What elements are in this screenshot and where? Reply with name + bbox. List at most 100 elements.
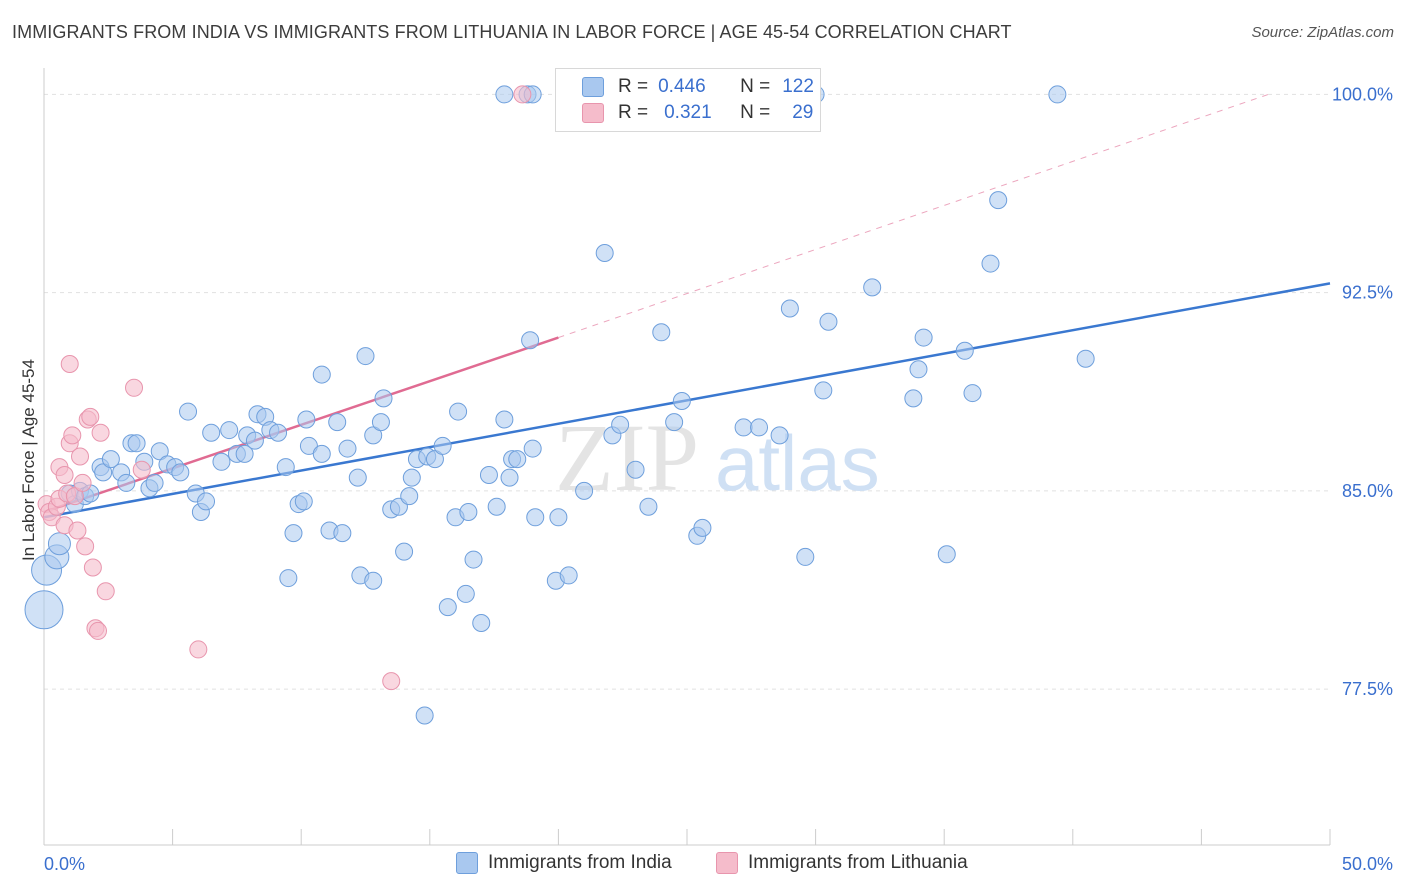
data-point-india	[1076, 349, 1095, 368]
data-point-lithuania	[73, 473, 92, 492]
legend-row-india: R = 0.446 N = 122	[582, 75, 814, 99]
data-point-lithuania	[96, 582, 115, 601]
data-point-india	[814, 381, 833, 400]
legend-r-value-india: 0.446	[658, 76, 706, 97]
data-point-lithuania	[189, 640, 208, 659]
bottom-legend-swatch-india	[456, 852, 478, 874]
data-point-lithuania	[65, 487, 84, 506]
legend-r-label: R =	[618, 102, 649, 123]
data-point-india	[863, 278, 882, 297]
data-point-india	[202, 423, 221, 442]
y-tick-label: 100.0%	[1332, 84, 1393, 104]
data-point-india	[909, 360, 928, 379]
data-point-india	[495, 85, 514, 104]
data-point-india	[750, 418, 769, 437]
bottom-legend-swatch-lithuania	[716, 852, 738, 874]
data-point-india	[780, 299, 799, 318]
data-point-india	[117, 473, 136, 492]
data-point-india	[479, 466, 498, 484]
trend-line-lithuania-extension	[558, 93, 1269, 339]
data-point-india	[127, 434, 146, 453]
data-point-india	[549, 508, 568, 527]
data-point-india	[672, 392, 691, 410]
data-point-india	[819, 312, 838, 331]
data-point-india	[364, 571, 383, 590]
data-point-india	[348, 468, 367, 487]
data-point-lithuania	[68, 521, 87, 540]
data-point-india	[770, 426, 789, 445]
data-point-india	[734, 418, 753, 437]
data-point-india	[464, 550, 483, 569]
data-point-india	[371, 413, 390, 432]
data-point-india	[914, 328, 933, 347]
data-point-india	[500, 468, 519, 487]
legend-n-label: N =	[740, 102, 771, 123]
data-point-india	[526, 508, 545, 527]
data-point-india	[989, 191, 1008, 210]
data-point-india	[297, 410, 316, 429]
legend-r-value-lithuania: 0.321	[664, 102, 712, 123]
data-point-india	[235, 444, 254, 463]
data-point-india	[197, 492, 216, 511]
data-point-lithuania	[76, 537, 95, 556]
data-point-india	[425, 450, 444, 469]
data-point-india	[611, 415, 630, 434]
data-point-india	[276, 458, 295, 477]
data-point-india	[981, 254, 1000, 273]
data-point-india	[279, 569, 298, 588]
data-point-lithuania	[125, 378, 144, 397]
data-point-india	[456, 584, 475, 603]
data-point-india	[595, 244, 614, 262]
data-point-india	[400, 487, 419, 506]
legend-n-label: N =	[740, 76, 771, 97]
data-point-india	[955, 341, 974, 360]
data-point-lithuania	[60, 355, 79, 373]
y-axis-title: In Labor Force | Age 45-54	[19, 359, 38, 561]
data-point-lithuania	[91, 423, 110, 442]
data-point-india	[94, 463, 113, 482]
data-point-india	[338, 439, 357, 458]
data-point-india	[395, 542, 414, 561]
data-point-india	[47, 532, 71, 556]
bottom-legend-label-lithuania: Immigrants from Lithuania	[748, 852, 968, 873]
data-point-india	[963, 384, 982, 403]
watermark: ZIP atlas	[555, 404, 880, 511]
data-point-india	[1048, 85, 1067, 104]
data-point-india	[449, 402, 468, 421]
data-point-india	[284, 524, 303, 543]
data-point-india	[433, 436, 452, 455]
legend-swatch-lithuania	[582, 103, 604, 123]
legend-n-value-india: 122	[782, 76, 814, 97]
data-point-india	[294, 492, 313, 511]
x-tick-label: 50.0%	[1342, 854, 1393, 874]
data-point-india	[459, 503, 478, 521]
legend: R = 0.446 N = 122 R = 0.321 N = 29	[555, 68, 821, 132]
data-point-india	[364, 426, 383, 445]
data-point-india	[312, 365, 331, 384]
data-point-india	[652, 323, 671, 342]
data-point-india	[508, 450, 527, 469]
axes	[43, 68, 1331, 846]
data-point-india	[374, 389, 393, 408]
bottom-legend-lithuania: Immigrants from Lithuania	[716, 852, 968, 874]
y-tick-label: 77.5%	[1342, 679, 1393, 699]
legend-r-label: R =	[618, 76, 649, 97]
data-point-lithuania	[132, 460, 151, 479]
data-point-lithuania	[83, 558, 102, 577]
data-point-india	[220, 421, 239, 440]
data-point-lithuania	[513, 85, 532, 104]
data-point-lithuania	[89, 621, 108, 640]
legend-n-value-lithuania: 29	[792, 102, 814, 123]
data-point-india	[333, 524, 352, 543]
data-point-india	[639, 497, 658, 516]
y-tick-label: 92.5%	[1342, 283, 1393, 303]
legend-row-lithuania: R = 0.321 N = 29	[582, 101, 813, 125]
data-point-india	[269, 423, 288, 442]
data-point-india	[212, 452, 231, 471]
data-point-india	[487, 497, 506, 516]
data-point-india	[356, 347, 375, 366]
chart-title: IMMIGRANTS FROM INDIA VS IMMIGRANTS FROM…	[12, 22, 1012, 42]
data-point-india	[523, 439, 542, 458]
data-point-india	[150, 442, 169, 461]
